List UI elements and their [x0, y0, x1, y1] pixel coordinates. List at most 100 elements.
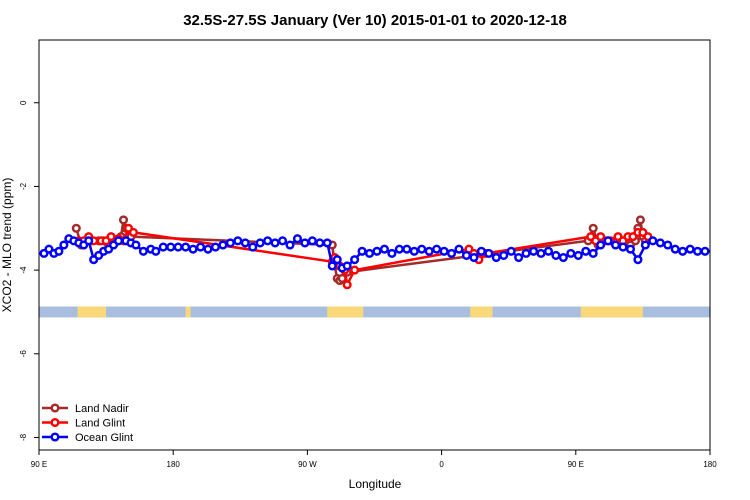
data-point: [588, 223, 598, 233]
data-point: [285, 240, 295, 250]
data-point: [506, 246, 516, 256]
data-point: [106, 232, 116, 242]
data-point: [678, 246, 688, 256]
data-point: [233, 236, 243, 246]
ocean-band: [39, 306, 710, 318]
data-point: [332, 255, 342, 265]
data-point: [394, 244, 404, 254]
y-tick-label: -8: [19, 433, 28, 441]
data-point: [322, 238, 332, 248]
data-point: [277, 236, 288, 246]
land-segment: [470, 306, 493, 318]
data-point: [625, 244, 636, 254]
y-axis-label: XCO2 - MLO trend (ppm): [0, 178, 14, 313]
data-point: [635, 215, 645, 225]
data-point: [417, 244, 427, 254]
x-tick-label: 90 E: [568, 460, 584, 469]
data-point: [118, 215, 129, 225]
data-point: [71, 223, 81, 233]
x-axis: 90 E 180 90 W 0 90 E 180: [31, 450, 717, 469]
y-tick-label: -4: [19, 266, 28, 274]
data-point: [603, 236, 613, 246]
data-point: [670, 244, 680, 254]
x-tick-label: 90 W: [298, 460, 317, 469]
data-point: [225, 238, 235, 248]
data-point: [469, 253, 479, 263]
data-point: [372, 246, 382, 256]
data-point: [379, 244, 389, 254]
data-point: [327, 261, 337, 271]
data-point: [342, 261, 352, 271]
data-point: [387, 248, 397, 258]
legend: Land Nadir Land Glint Ocean Glint: [42, 403, 133, 444]
legend-marker: [50, 403, 60, 413]
data-point: [432, 244, 442, 254]
data-point: [158, 242, 168, 252]
plot-area: [39, 215, 710, 318]
data-point: [188, 244, 198, 254]
x-tick-label: 0: [439, 460, 444, 469]
data-point: [700, 246, 710, 256]
data-point: [491, 253, 501, 263]
data-point: [446, 248, 457, 258]
y-tick-label: -6: [19, 350, 28, 358]
data-point: [210, 242, 220, 252]
data-point: [461, 250, 472, 261]
data-point: [263, 236, 273, 246]
legend-marker: [50, 432, 60, 442]
legend-label: Land Glint: [75, 418, 125, 430]
data-point: [693, 246, 703, 256]
data-point: [292, 234, 303, 244]
data-point: [364, 248, 375, 258]
data-point: [402, 244, 412, 254]
data-point: [138, 246, 148, 256]
data-point: [84, 236, 94, 246]
data-point: [558, 253, 568, 263]
data-point: [409, 246, 419, 256]
data-point: [131, 240, 141, 250]
data-point: [588, 248, 598, 258]
land-segment: [580, 306, 643, 318]
data-point: [203, 244, 213, 254]
data-point: [218, 240, 228, 250]
data-point: [573, 250, 583, 261]
legend-label: Land Nadir: [75, 403, 129, 415]
data-point: [685, 244, 695, 254]
x-tick-label: 180: [167, 460, 181, 469]
data-point: [529, 246, 539, 256]
data-point: [166, 242, 176, 252]
data-point: [484, 248, 494, 258]
data-point: [536, 248, 546, 258]
data-point: [633, 255, 643, 265]
y-tick-label: 0: [19, 100, 28, 105]
data-point: [439, 246, 449, 256]
data-point: [195, 242, 206, 252]
data-point: [454, 244, 464, 254]
data-point: [270, 238, 280, 248]
data-point: [521, 248, 531, 258]
data-point: [151, 246, 161, 256]
land-segment: [327, 306, 364, 318]
data-point: [611, 240, 621, 250]
data-point: [113, 236, 124, 246]
land-segment: [185, 306, 191, 318]
data-point: [663, 240, 673, 250]
data-point: [357, 246, 367, 256]
data-point: [59, 240, 69, 250]
chart-title: 32.5S-27.5S January (Ver 10) 2015-01-01 …: [183, 12, 567, 29]
data-point: [543, 246, 554, 256]
y-tick-label: -2: [19, 182, 28, 190]
data-point: [307, 236, 317, 246]
data-point: [499, 250, 509, 261]
data-point: [300, 238, 310, 248]
y-axis: 0 -2 -4 -6 -8: [19, 100, 39, 441]
x-axis-label: Longitude: [349, 477, 402, 491]
plot-frame: [38, 39, 711, 451]
data-point: [350, 265, 360, 275]
data-point: [566, 248, 576, 258]
data-point: [551, 250, 561, 261]
data-point: [128, 227, 138, 237]
data-point: [54, 246, 64, 256]
data-point: [476, 246, 486, 256]
data-point: [648, 236, 658, 246]
